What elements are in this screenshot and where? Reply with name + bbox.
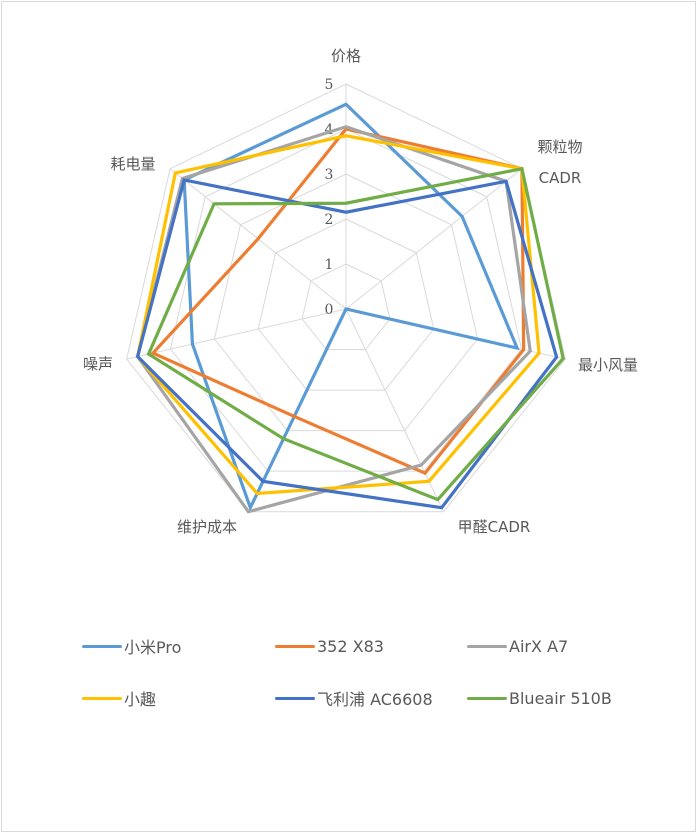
series-line [150,127,526,476]
legend-item-blueair-510b[interactable]: Blueair 510B [467,686,612,710]
legend-label: AirX A7 [509,636,569,656]
axis-label: CADR [539,169,582,187]
legend-label: 小米Pro [124,638,182,657]
radial-tick-label: 4 [325,122,334,138]
series-line [182,102,520,512]
legend-item-352-x83[interactable]: 352 X83 [275,634,384,658]
axis-label: 最小风量 [578,356,638,374]
legend-label: Blueair 510B [509,688,612,708]
axis-label: 价格 [331,47,361,65]
grid-spoke [126,308,347,360]
axis-label: 颗粒物 [537,138,582,156]
grid-spoke [345,308,445,512]
legend-item-philips-ac6608[interactable]: 飞利浦 AC6608 [275,686,433,710]
legend-label: 352 X83 [317,636,384,656]
radar-grid [126,83,566,513]
radial-tick-label: 1 [325,257,334,273]
legend-swatch-xiaomi-pro [82,644,122,648]
legend-swatch-airx-a7 [467,644,507,648]
legend-item-xiaomi-pro[interactable]: 小米Pro [82,634,181,658]
series-line [146,166,565,502]
radar-series [135,102,565,514]
radial-tick-labels: 0 1 2 3 4 5 [325,77,334,318]
axis-label: 甲醛CADR [458,518,531,536]
grid-spoke [345,168,523,310]
legend-item-airx-a7[interactable]: AirX A7 [467,634,568,658]
radial-tick-label: 5 [325,77,334,93]
grid-ring [169,128,523,472]
legend-swatch-xiaoqu [82,696,122,700]
legend-swatch-philips-ac6608 [275,696,315,700]
axis-label: 维护成本 [177,518,237,536]
legend-swatch-blueair-510b [467,696,507,700]
grid-ring [213,173,479,432]
grid-ring [257,218,435,391]
series-line [135,134,541,496]
series-line [135,178,559,510]
legend-label: 小趣 [124,690,157,709]
radial-tick-label: 0 [325,302,334,318]
radial-tick-label: 2 [325,212,334,228]
radial-tick-label: 3 [325,167,334,183]
axis-label: 噪声 [83,355,113,373]
legend-swatch-352-x83 [275,644,315,648]
legend-item-xiaoqu[interactable]: 小趣 [82,686,156,710]
series-line [135,125,532,514]
axis-label: 耗电量 [110,155,155,173]
grid-ring [301,263,391,351]
legend-label: 飞利浦 AC6608 [317,690,433,709]
